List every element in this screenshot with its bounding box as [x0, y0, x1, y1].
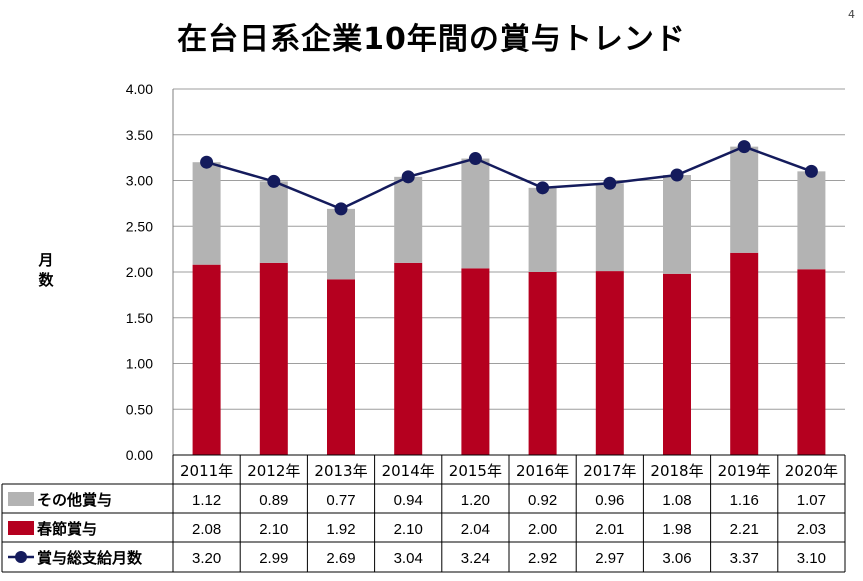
y-tick-label: 0.00 [126, 447, 153, 463]
bar-other-bonus [528, 187, 557, 272]
data-table-value: 1.08 [662, 492, 691, 509]
data-table-value: 3.24 [461, 550, 490, 567]
data-table-value: 3.06 [662, 550, 691, 567]
data-table-value: 1.98 [662, 521, 691, 538]
x-category-label: 2011年 [180, 462, 233, 480]
y-tick-label: 3.00 [126, 173, 153, 189]
legend-key-spring [8, 521, 34, 535]
x-category-label: 2015年 [449, 462, 502, 480]
y-tick-label: 1.00 [126, 356, 153, 372]
total-marker [200, 155, 214, 169]
x-category-label: 2018年 [650, 462, 703, 480]
y-tick-labels: 0.00 0.50 1.00 1.50 2.00 2.50 3.00 3.50 4.00 [126, 81, 153, 463]
y-axis-title-char: 月 [38, 251, 54, 269]
total-marker [804, 164, 818, 178]
total-marker [603, 176, 617, 190]
data-table: 2011年 2012年 2013年 2014年 2015年 2016年 2017年 2018年… [1, 454, 846, 573]
bar-spring-bonus [663, 273, 691, 455]
data-table-value: 0.77 [326, 492, 355, 509]
bar-spring-bonus [394, 262, 423, 455]
x-category-label: 2014年 [382, 462, 435, 480]
data-table-value: 0.96 [595, 492, 624, 509]
legend-key-total-marker [15, 551, 27, 563]
y-tick-label: 2.50 [126, 218, 153, 234]
data-table-value: 2.99 [259, 550, 288, 567]
data-table-value: 3.04 [394, 550, 423, 567]
data-table-value: 1.20 [461, 492, 490, 509]
data-table-value: 2.08 [192, 521, 221, 538]
y-tick-label: 3.50 [126, 127, 153, 143]
bar-spring-bonus [595, 271, 624, 455]
chart-title: 在台日系企業10年間の賞与トレンド [177, 22, 686, 57]
data-table-value: 2.69 [326, 550, 355, 567]
data-table-value: 1.07 [797, 492, 826, 509]
y-tick-label: 4.00 [126, 81, 153, 97]
data-table-value: 3.10 [797, 550, 826, 567]
legend-key-other [8, 492, 34, 506]
bar-spring-bonus [730, 252, 759, 455]
bar-other-bonus [192, 162, 221, 265]
bar-spring-bonus [192, 264, 221, 455]
bar-other-bonus [595, 183, 624, 272]
bar-spring-bonus [461, 268, 490, 455]
y-tick-label: 1.50 [126, 310, 153, 326]
data-table-value: 0.92 [528, 492, 557, 509]
total-marker [468, 152, 482, 166]
y-axis-title: 月 数 [36, 250, 56, 290]
bar-other-bonus [730, 146, 759, 253]
data-table-value: 2.04 [461, 521, 490, 538]
page-number: 4 [848, 8, 855, 21]
bar-spring-bonus [259, 262, 288, 455]
y-tick-label: 2.00 [126, 264, 153, 280]
total-line [206, 145, 812, 211]
x-category-label: 2016年 [516, 462, 569, 480]
data-table-value: 2.10 [394, 521, 423, 538]
line-series [200, 140, 818, 216]
data-table-value: 2.00 [528, 521, 557, 538]
bar-other-bonus [259, 181, 288, 263]
total-marker [267, 174, 281, 188]
bar-other-bonus [394, 176, 423, 263]
y-axis-title-char: 数 [38, 271, 54, 289]
data-table-value: 3.20 [192, 550, 221, 567]
y-tick-label: 0.50 [126, 401, 153, 417]
data-table-value: 1.12 [192, 492, 221, 509]
data-table-value: 2.21 [730, 521, 759, 538]
total-marker [401, 170, 415, 184]
bar-other-bonus [327, 208, 355, 280]
x-category-label: 2019年 [718, 462, 771, 480]
bar-spring-bonus [797, 269, 826, 455]
total-marker [670, 168, 684, 182]
data-table-value: 0.94 [394, 492, 423, 509]
data-table-value: 2.01 [595, 521, 624, 538]
legend-label: 賞与総支給月数 [37, 549, 143, 567]
bar-spring-bonus [528, 272, 557, 455]
legend-label: その他賞与 [37, 491, 112, 509]
data-table-value: 0.89 [259, 492, 288, 509]
data-table-value: 3.37 [730, 550, 759, 567]
bar-other-bonus [663, 175, 691, 274]
total-marker [334, 202, 348, 216]
x-category-label: 2012年 [247, 462, 300, 480]
data-table-value: 2.97 [595, 550, 624, 567]
data-table-value: 1.16 [730, 492, 759, 509]
data-table-value: 2.92 [528, 550, 557, 567]
bar-spring-bonus [327, 279, 355, 455]
total-marker [536, 181, 550, 195]
bar-other-bonus [797, 171, 826, 270]
legend-label: 春節賞与 [37, 520, 97, 538]
bar-other-bonus [461, 158, 490, 269]
data-table-value: 2.03 [797, 521, 826, 538]
x-category-label: 2020年 [785, 462, 838, 480]
x-category-label: 2017年 [583, 462, 636, 480]
data-table-value: 2.10 [259, 521, 288, 538]
bar-series [192, 146, 826, 455]
data-table-value: 1.92 [326, 521, 355, 538]
total-marker [737, 140, 751, 154]
x-category-label: 2013年 [314, 462, 367, 480]
